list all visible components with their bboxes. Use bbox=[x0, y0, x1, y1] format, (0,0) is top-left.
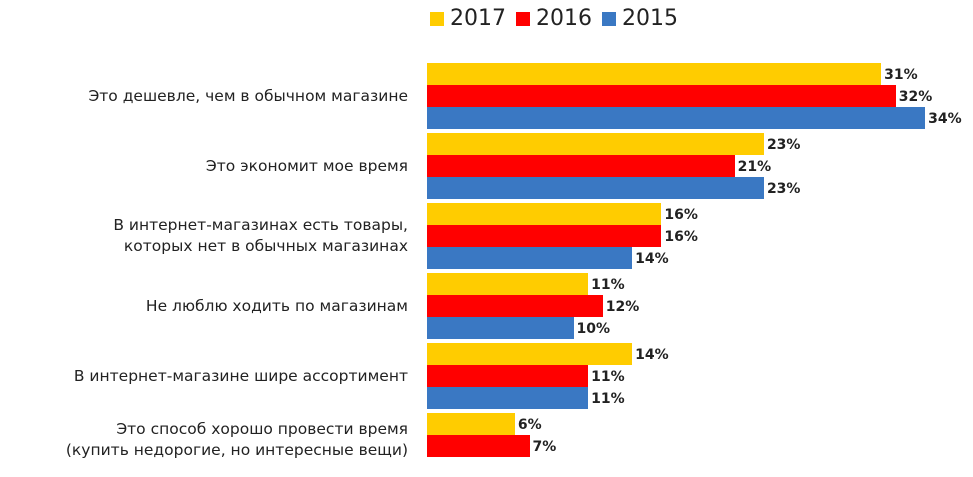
data-label: 21% bbox=[737, 159, 772, 175]
data-label: 31% bbox=[884, 67, 918, 83]
legend-item-2015: 2015 bbox=[602, 6, 678, 31]
category-label: Не люблю ходить по магазинам bbox=[145, 296, 408, 315]
data-label: 10% bbox=[576, 321, 611, 337]
bar-2016 bbox=[427, 155, 735, 177]
legend-label: 2015 bbox=[622, 6, 678, 31]
bar-2015 bbox=[427, 387, 589, 409]
legend-item-2016: 2016 bbox=[516, 6, 592, 31]
category-label: В интернет-магазинах есть товары, которы… bbox=[113, 216, 408, 255]
data-label: 34% bbox=[928, 111, 962, 127]
bar-2017 bbox=[427, 63, 882, 85]
data-label: 12% bbox=[605, 299, 640, 315]
legend-swatch bbox=[516, 11, 530, 26]
category-label: В интернет-магазине шире ассортимент bbox=[73, 366, 408, 385]
legend: 2017 2016 2015 bbox=[430, 6, 678, 31]
legend-label: 2017 bbox=[450, 6, 506, 31]
data-label: 11% bbox=[591, 277, 625, 293]
data-label: 23% bbox=[766, 137, 801, 153]
data-label: 6% bbox=[517, 417, 542, 433]
bar-2016 bbox=[427, 365, 589, 387]
legend-item-2017: 2017 bbox=[430, 6, 506, 31]
category-label: Это способ хорошо провести время (купить… bbox=[65, 420, 408, 459]
data-label: 16% bbox=[664, 207, 698, 223]
legend-swatch bbox=[602, 11, 616, 26]
bar-2016 bbox=[427, 225, 662, 247]
data-label: 11% bbox=[591, 369, 625, 385]
data-label: 14% bbox=[635, 347, 669, 363]
legend-swatch bbox=[430, 11, 444, 26]
bar-2015 bbox=[427, 317, 574, 339]
data-label: 14% bbox=[635, 251, 669, 267]
bar-2017 bbox=[427, 133, 764, 155]
data-label: 23% bbox=[766, 181, 801, 197]
data-label: 16% bbox=[664, 229, 698, 245]
bar-2015 bbox=[427, 107, 926, 129]
data-label: 32% bbox=[898, 89, 933, 105]
legend-label: 2016 bbox=[536, 6, 592, 31]
bar-2017 bbox=[427, 413, 515, 435]
bar-2016 bbox=[427, 295, 603, 317]
bar-2017 bbox=[427, 203, 662, 225]
bar-2015 bbox=[427, 177, 764, 199]
bar-2015 bbox=[427, 247, 633, 269]
category-label: Это дешевле, чем в обычном магазине bbox=[88, 86, 408, 105]
data-label: 7% bbox=[532, 439, 557, 455]
bar-2017 bbox=[427, 273, 589, 295]
data-label: 11% bbox=[591, 391, 625, 407]
category-label: Это экономит мое время bbox=[205, 156, 408, 175]
bar-2017 bbox=[427, 343, 633, 365]
bar-2016 bbox=[427, 85, 896, 107]
bar-2016 bbox=[427, 435, 530, 457]
